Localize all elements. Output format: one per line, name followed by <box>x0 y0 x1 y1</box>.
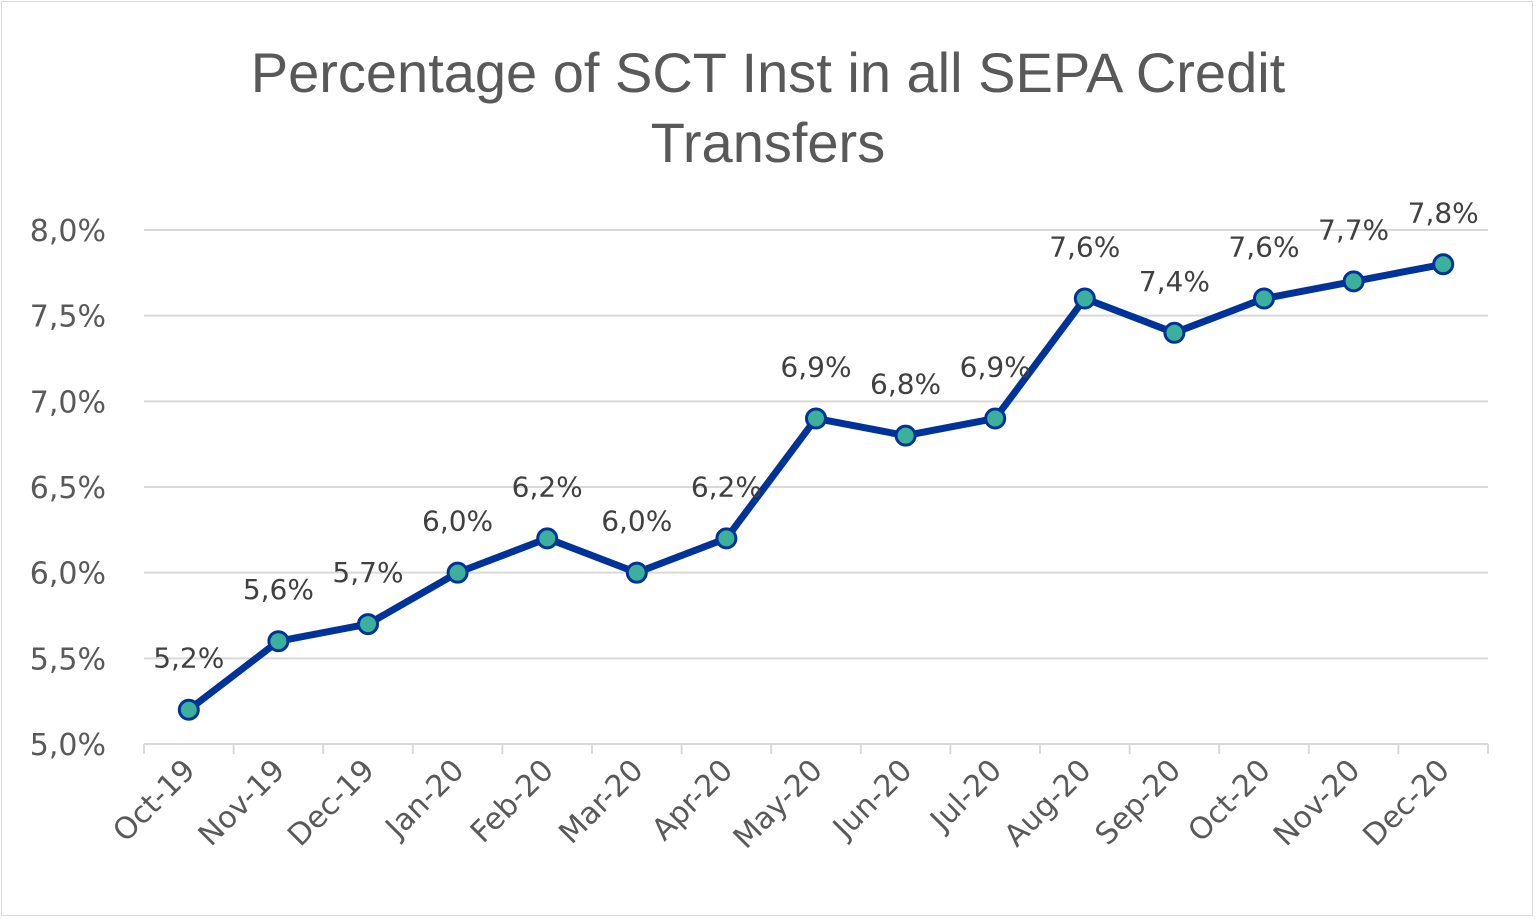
data-label: 5,6% <box>243 573 314 606</box>
data-point <box>715 527 738 550</box>
data-label: 7,6% <box>1049 231 1120 264</box>
data-point <box>894 424 917 447</box>
x-tick-label: Oct-19 <box>106 753 202 849</box>
data-label: 7,8% <box>1408 196 1479 229</box>
chart-title: Percentage of SCT Inst in all SEPA Credi… <box>0 38 1536 178</box>
data-point <box>1432 253 1455 276</box>
data-label: 7,6% <box>1228 231 1299 264</box>
x-tick-label: Jul-20 <box>922 753 1008 839</box>
data-label: 6,9% <box>960 350 1031 383</box>
data-label: 5,2% <box>153 642 224 675</box>
data-point <box>1342 270 1365 293</box>
x-tick-label: Nov-19 <box>192 753 292 853</box>
data-point <box>984 407 1007 430</box>
data-label: 7,7% <box>1318 213 1389 246</box>
x-tick-label: May-20 <box>727 753 830 856</box>
data-label: 6,2% <box>691 470 762 503</box>
y-tick-label: 5,0% <box>30 728 106 763</box>
x-tick-label: Feb-20 <box>464 753 561 850</box>
data-label: 6,8% <box>870 368 941 401</box>
y-tick-label: 8,0% <box>30 214 106 249</box>
data-label: 5,7% <box>332 556 403 589</box>
chart-title-line-1: Percentage of SCT Inst in all SEPA Credi… <box>250 41 1286 104</box>
data-label: 6,0% <box>601 505 672 538</box>
data-point <box>1253 287 1275 310</box>
y-tick-label: 6,0% <box>30 557 106 592</box>
x-tick-label: Jan-20 <box>378 753 472 847</box>
data-point <box>625 561 648 584</box>
data-point <box>1163 321 1186 344</box>
data-point <box>805 407 827 430</box>
x-tick-label: Aug-20 <box>998 753 1099 854</box>
y-tick-label: 5,5% <box>30 642 106 677</box>
x-tick-label: Oct-20 <box>1182 753 1278 849</box>
data-label: 6,2% <box>512 470 583 503</box>
x-tick-label: Dec-19 <box>281 753 381 853</box>
x-tick-label: Apr-20 <box>645 753 740 848</box>
data-label: 7,4% <box>1139 265 1210 298</box>
x-tick-label: Sep-20 <box>1089 753 1188 852</box>
data-point <box>446 561 469 584</box>
data-point <box>177 698 200 721</box>
x-tick-label: Mar-20 <box>552 753 650 851</box>
data-point <box>536 527 559 550</box>
data-label: 6,9% <box>780 350 851 383</box>
y-tick-label: 7,5% <box>30 300 106 335</box>
chart-title-line-2: Transfers <box>650 111 886 174</box>
data-point <box>357 613 379 636</box>
x-tick-label: Jun-20 <box>825 753 919 847</box>
x-tick-label: Nov-20 <box>1267 753 1367 853</box>
y-tick-label: 6,5% <box>30 471 106 506</box>
data-point <box>1073 287 1096 310</box>
data-point <box>267 630 290 653</box>
y-tick-label: 7,0% <box>30 385 106 420</box>
x-tick-label: Dec-20 <box>1356 753 1456 853</box>
data-label: 6,0% <box>422 505 493 538</box>
